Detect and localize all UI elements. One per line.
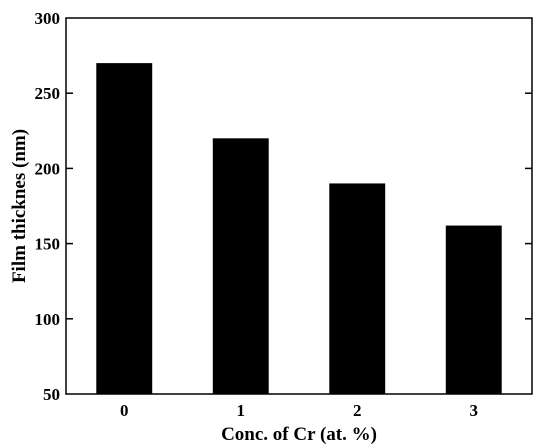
- y-tick-label-300: 300: [35, 9, 61, 28]
- plot-frame: [65, 17, 533, 395]
- ticks-group: 0 1 2 3 50 100 150 200 250 300: [35, 9, 532, 420]
- y-tick-label-250: 250: [35, 84, 61, 103]
- y-axis-label: Film thicknes (nm): [9, 129, 30, 283]
- x-tick-label-1: 1: [237, 401, 246, 420]
- x-tick-label-3: 3: [470, 401, 479, 420]
- y-tick-label-150: 150: [35, 235, 61, 254]
- y-tick-label-100: 100: [35, 310, 61, 329]
- bar-2: [329, 183, 386, 394]
- bar-3: [445, 225, 502, 394]
- bar-0: [96, 63, 153, 395]
- x-axis-label: Conc. of Cr (at. %): [221, 424, 377, 445]
- y-tick-label-50: 50: [43, 385, 60, 404]
- bar-1: [212, 138, 269, 394]
- x-tick-label-0: 0: [120, 401, 129, 420]
- bars-group: [96, 63, 502, 395]
- x-tick-label-2: 2: [353, 401, 362, 420]
- y-tick-label-200: 200: [35, 159, 61, 178]
